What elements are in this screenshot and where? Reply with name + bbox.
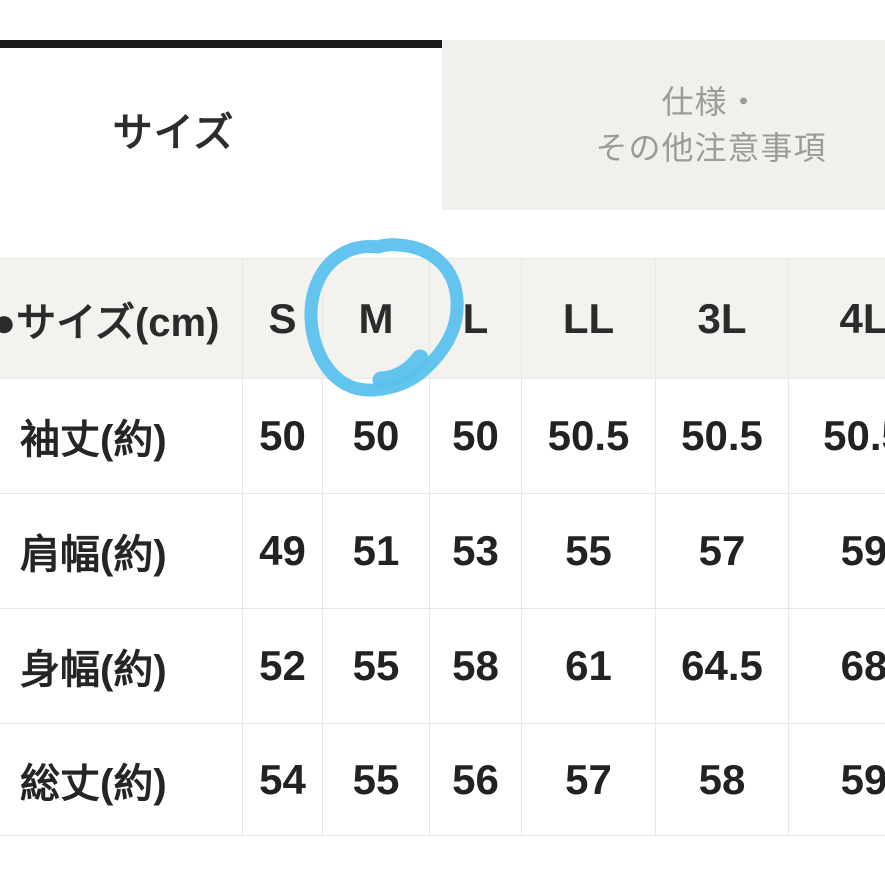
table-cell: 50 xyxy=(430,379,522,494)
table-cell: 50.5 xyxy=(789,379,885,494)
size-table: ●サイズ(cm) S M L LL 3L 4L 袖丈(約) 50 50 50 5… xyxy=(0,258,885,836)
tab-size[interactable]: サイズ xyxy=(0,40,442,210)
table-cell: 51 xyxy=(323,494,430,609)
table-cell: 50 xyxy=(323,379,430,494)
row-bodywidth-label: 身幅(約) xyxy=(0,609,243,724)
tab-specs[interactable]: 仕様・ その他注意事項 xyxy=(442,40,885,210)
table-cell: 57 xyxy=(656,494,789,609)
table-cell: 52 xyxy=(243,609,323,724)
table-cell: 59 xyxy=(789,724,885,836)
table-cell: 55 xyxy=(522,494,656,609)
table-cell: 58 xyxy=(656,724,789,836)
size-table-header-4l: 4L xyxy=(789,259,885,379)
tab-bar: サイズ 仕様・ その他注意事項 xyxy=(0,40,885,210)
size-table-header-3l: 3L xyxy=(656,259,789,379)
size-table-header-s: S xyxy=(243,259,323,379)
tab-size-label: サイズ xyxy=(112,111,235,155)
table-cell: 56 xyxy=(430,724,522,836)
size-table-header-ll: LL xyxy=(522,259,656,379)
table-cell: 68 xyxy=(789,609,885,724)
row-sleeve-label: 袖丈(約) xyxy=(0,379,243,494)
table-cell: 55 xyxy=(323,609,430,724)
table-cell: 53 xyxy=(430,494,522,609)
table-cell: 50 xyxy=(243,379,323,494)
size-table-header-label: ●サイズ(cm) xyxy=(0,259,243,379)
size-table-header-m: M xyxy=(323,259,430,379)
table-cell: 54 xyxy=(243,724,323,836)
table-cell: 50.5 xyxy=(522,379,656,494)
table-cell: 59 xyxy=(789,494,885,609)
row-totallength-label: 総丈(約) xyxy=(0,724,243,836)
table-cell: 55 xyxy=(323,724,430,836)
table-cell: 57 xyxy=(522,724,656,836)
row-shoulder-label: 肩幅(約) xyxy=(0,494,243,609)
table-cell: 49 xyxy=(243,494,323,609)
table-cell: 61 xyxy=(522,609,656,724)
table-cell: 64.5 xyxy=(656,609,789,724)
table-cell: 58 xyxy=(430,609,522,724)
tab-specs-label-line1: 仕様・ xyxy=(661,84,761,120)
tab-specs-label-line2: その他注意事項 xyxy=(595,130,827,166)
table-cell: 50.5 xyxy=(656,379,789,494)
size-table-header-l: L xyxy=(430,259,522,379)
